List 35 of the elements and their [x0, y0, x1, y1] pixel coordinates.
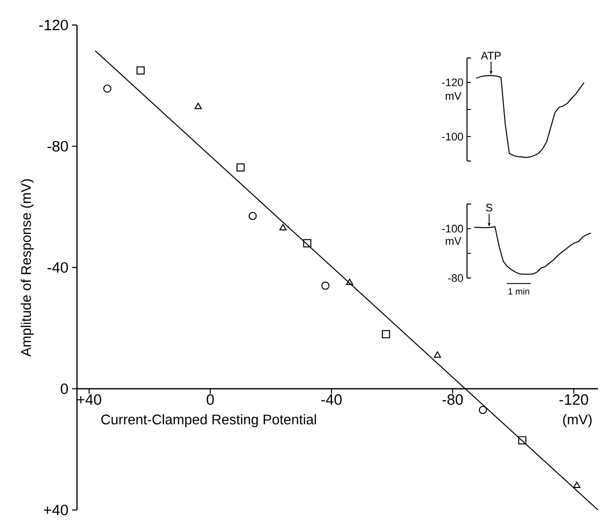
- point: [279, 224, 287, 230]
- point: [478, 406, 487, 414]
- y-axis-title: Amplitude of Response (mV): [20, 179, 34, 357]
- point: [518, 436, 526, 444]
- point: [194, 102, 202, 110]
- annotation: (mV): [563, 414, 592, 428]
- x-axis-title: Current-Clamped Resting Potential: [101, 414, 316, 428]
- y-axis-title: mV: [446, 92, 462, 100]
- x-tick-label: 0: [206, 394, 214, 405]
- point: [303, 239, 312, 248]
- y-tick-label: 0: [60, 383, 68, 394]
- x-tick-label: -120: [559, 394, 588, 405]
- annotation: 1 min: [508, 288, 530, 294]
- y-tick-label: +40: [44, 504, 68, 516]
- x-tick-label: +40: [77, 394, 102, 405]
- point: [382, 330, 390, 338]
- point: [236, 163, 245, 172]
- point: [434, 351, 442, 358]
- point: [248, 212, 257, 220]
- point: [103, 84, 112, 93]
- y-axis-title: mV: [446, 237, 462, 245]
- point: [321, 282, 330, 290]
- y-tick-label: -40: [48, 262, 68, 273]
- x-tick-label: -40: [321, 394, 342, 405]
- y-tick-label: -120: [39, 20, 68, 30]
- y-tick-label: -100: [442, 132, 464, 140]
- y-tick-label: -80: [448, 274, 464, 282]
- point: [136, 66, 145, 75]
- y-tick-label: -120: [442, 78, 464, 86]
- point: [573, 482, 580, 488]
- y-tick-label: -80: [48, 140, 68, 152]
- annotation: S: [486, 204, 492, 212]
- point: [346, 278, 354, 285]
- annotation: ATP: [480, 52, 501, 60]
- y-tick-label: -100: [442, 224, 464, 233]
